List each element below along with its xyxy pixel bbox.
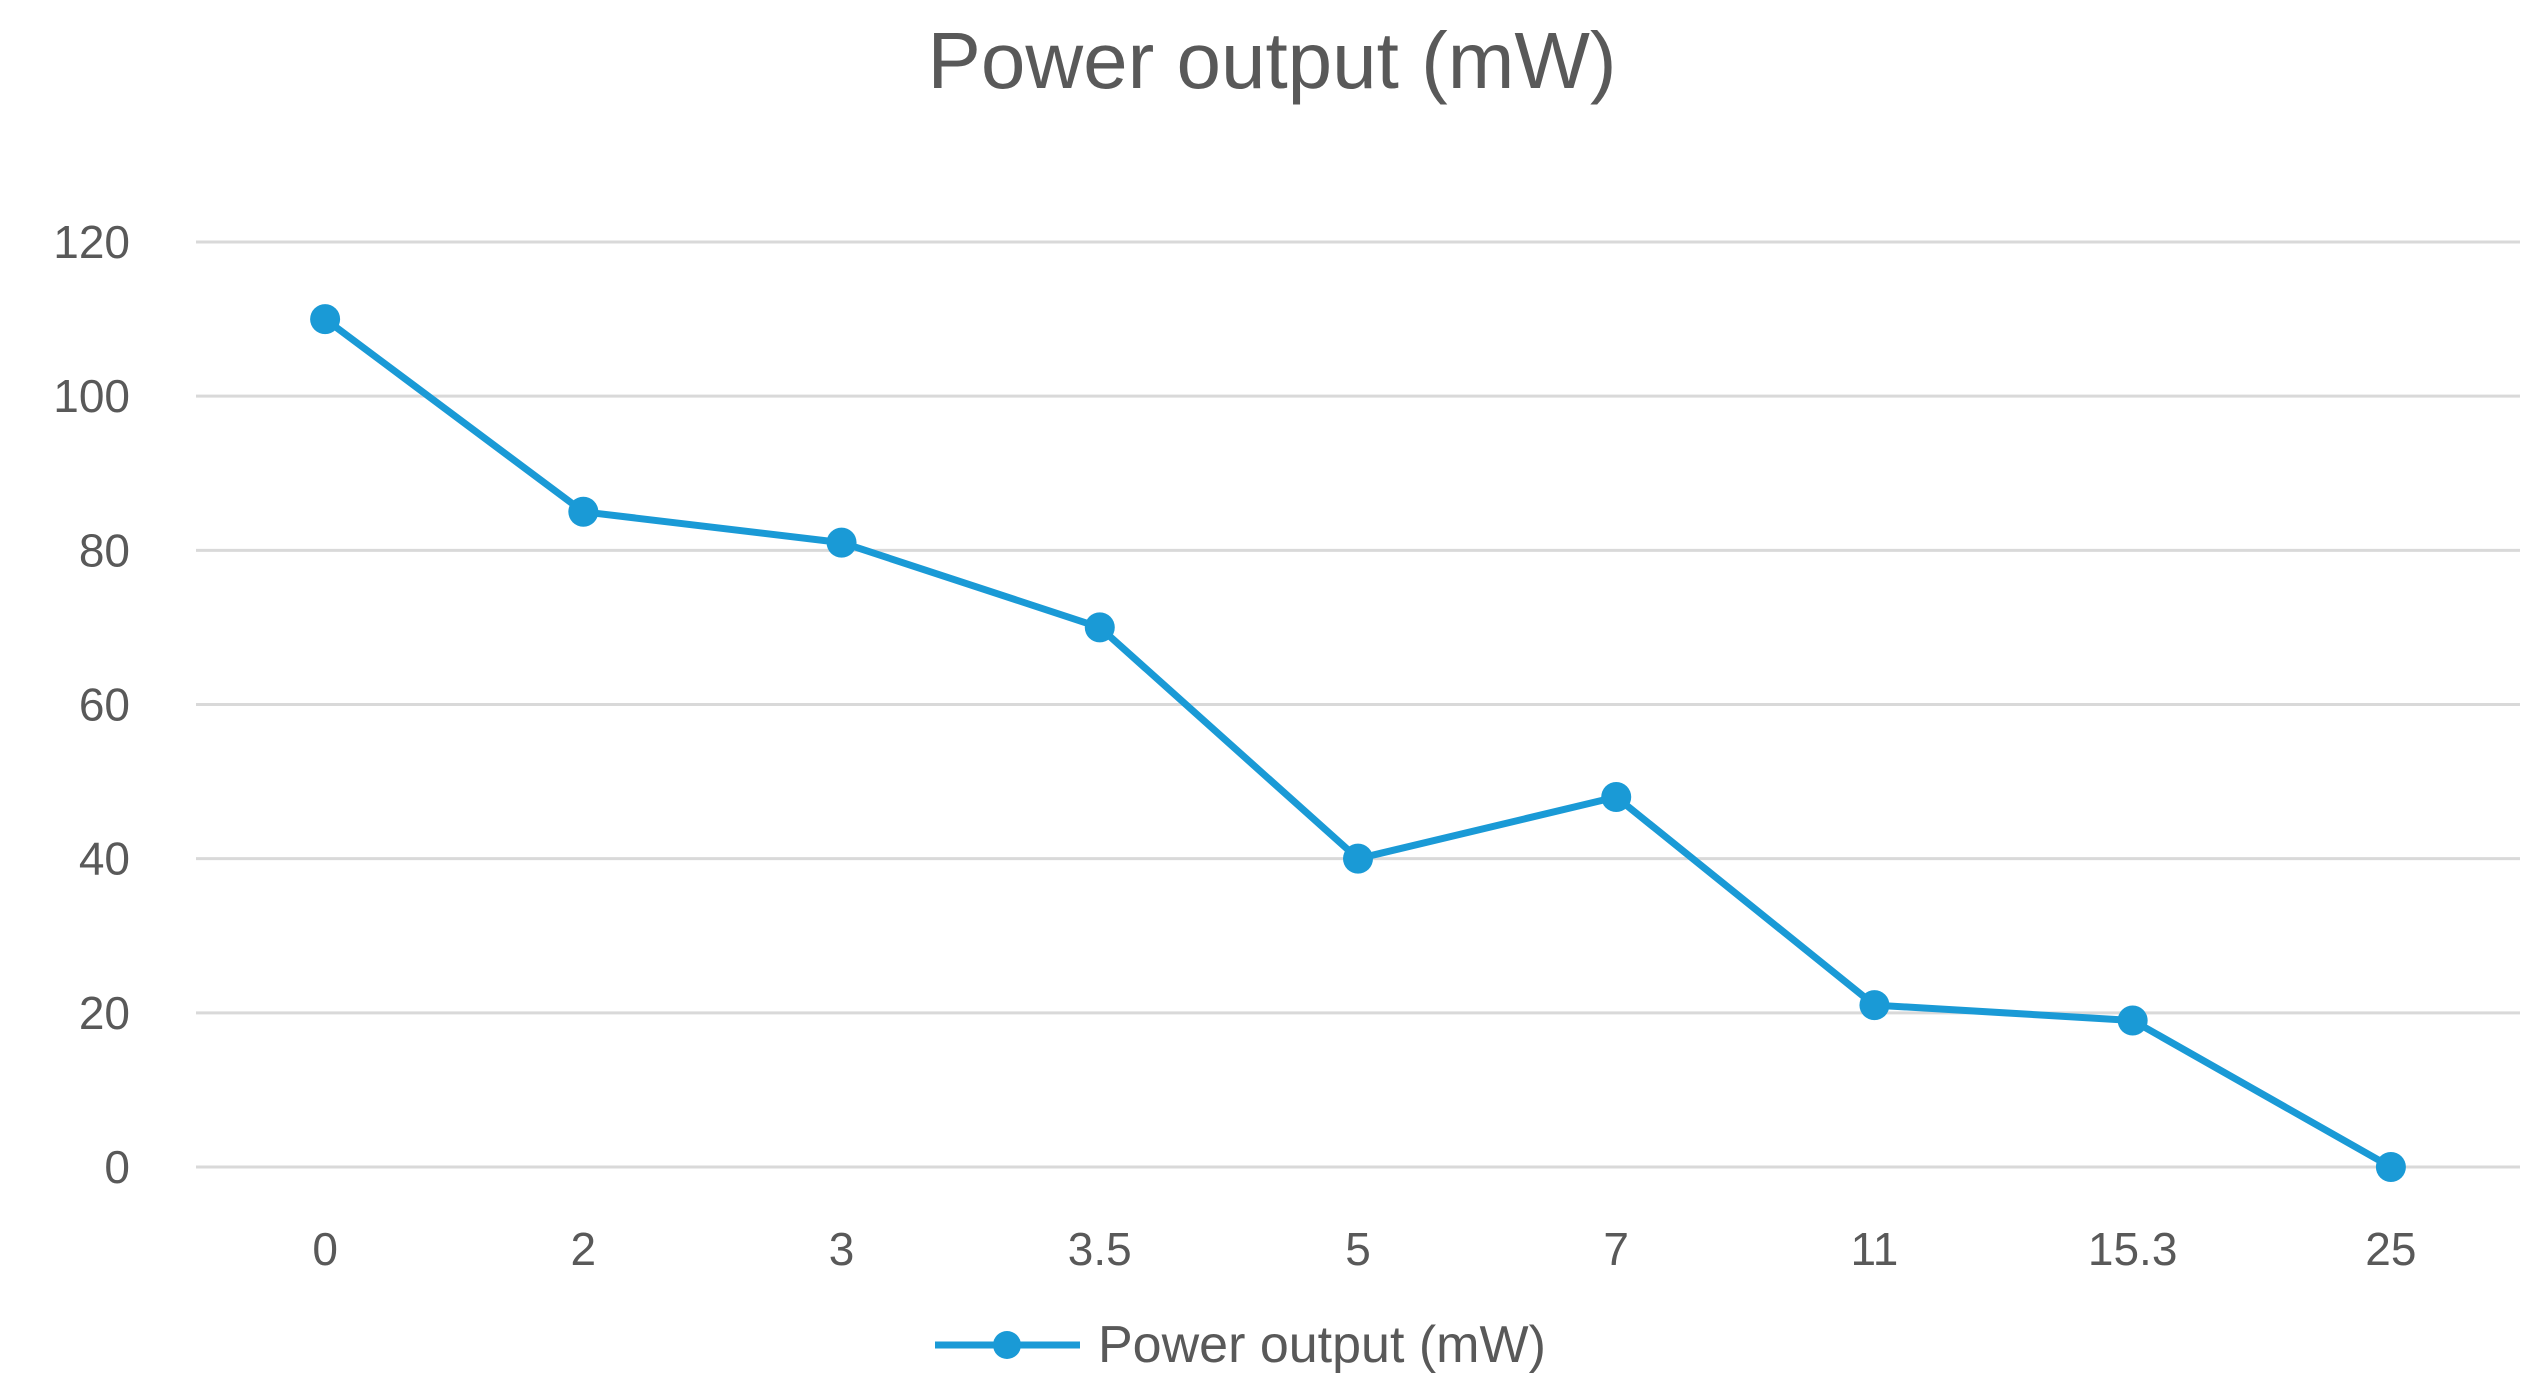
data-point — [1343, 843, 1373, 874]
y-axis-tick-labels: 0 20 40 60 80 100 120 — [53, 216, 130, 1193]
series-layer — [310, 304, 2406, 1182]
x-tick-label: 5 — [1345, 1223, 1371, 1275]
x-axis-tick-labels: 0 2 3 3.5 5 7 11 15.3 25 — [312, 1223, 2416, 1275]
x-tick-label: 0 — [312, 1223, 338, 1275]
grid-lines — [196, 240, 2520, 1169]
legend: Power output (mW) — [935, 1316, 1546, 1374]
x-tick-label: 11 — [1851, 1223, 1899, 1275]
legend-marker — [993, 1331, 1021, 1359]
data-point — [310, 304, 341, 335]
series-line-0 — [321, 315, 2395, 1171]
x-tick-label: 3.5 — [1068, 1223, 1132, 1275]
data-point — [1601, 782, 1632, 812]
y-tick-label: 120 — [53, 216, 130, 268]
y-tick-label: 60 — [79, 679, 130, 731]
x-tick-label: 2 — [571, 1223, 597, 1275]
y-tick-label: 0 — [104, 1141, 130, 1193]
data-point — [568, 496, 599, 527]
data-point — [2117, 1005, 2148, 1036]
data-point — [826, 527, 857, 558]
x-tick-label: 15.3 — [2088, 1223, 2178, 1275]
y-tick-label: 100 — [53, 370, 130, 422]
legend-label: Power output (mW) — [1098, 1316, 1546, 1374]
chart-title: Power output (mW) — [927, 16, 1616, 105]
data-point — [1859, 990, 1890, 1021]
x-tick-label: 25 — [2365, 1223, 2416, 1275]
data-point — [1084, 612, 1115, 643]
y-tick-label: 40 — [79, 833, 130, 885]
x-tick-label: 7 — [1603, 1223, 1629, 1275]
x-tick-label: 3 — [829, 1223, 855, 1275]
y-tick-label: 80 — [79, 524, 130, 576]
data-point — [2375, 1152, 2406, 1182]
y-tick-label: 20 — [79, 987, 130, 1039]
